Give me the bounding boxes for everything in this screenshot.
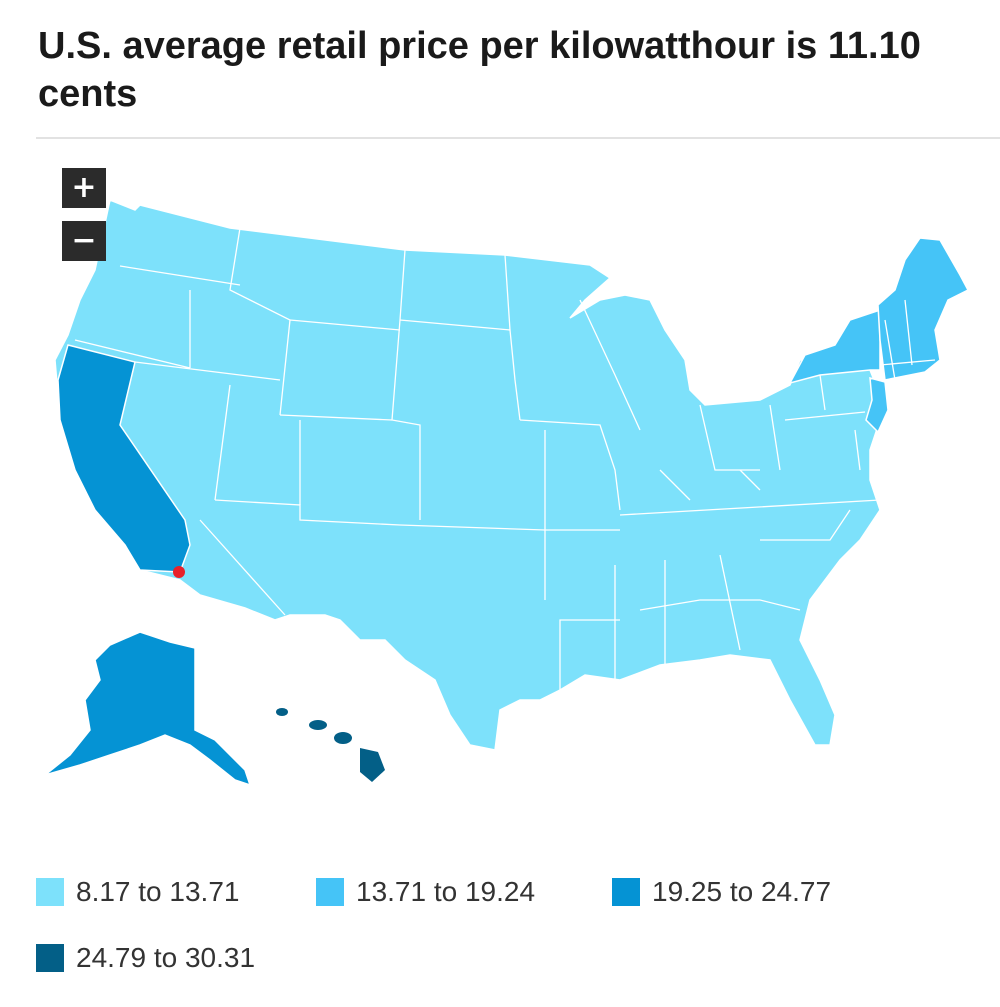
legend-item-bin3: 19.25 to 24.77 bbox=[612, 876, 831, 908]
region-contiguous-us[interactable] bbox=[54, 198, 881, 751]
zoom-in-button[interactable]: + bbox=[62, 168, 106, 208]
legend-item-bin4: 24.79 to 30.31 bbox=[36, 942, 255, 974]
region-new-jersey[interactable] bbox=[865, 376, 889, 434]
legend-swatch bbox=[36, 944, 64, 972]
legend-label: 19.25 to 24.77 bbox=[652, 876, 832, 907]
legend-label: 24.79 to 30.31 bbox=[76, 942, 256, 973]
legend-swatch bbox=[316, 878, 344, 906]
location-dot-icon[interactable] bbox=[173, 566, 185, 578]
legend-label: 13.71 to 19.24 bbox=[356, 876, 536, 907]
state-borders bbox=[74, 227, 936, 690]
page-title: U.S. average retail price per kilowattho… bbox=[38, 25, 921, 115]
region-new-england[interactable] bbox=[877, 237, 970, 381]
legend-label: 8.17 to 13.71 bbox=[76, 876, 240, 907]
map-svg[interactable] bbox=[0, 150, 1000, 810]
legend-swatch bbox=[612, 878, 640, 906]
legend-item-bin1: 8.17 to 13.71 bbox=[36, 876, 239, 908]
region-hawaii[interactable] bbox=[276, 708, 385, 782]
legend-item-bin2: 13.71 to 19.24 bbox=[316, 876, 535, 908]
zoom-out-button[interactable]: − bbox=[62, 221, 106, 261]
legend-swatch bbox=[36, 878, 64, 906]
region-alaska[interactable] bbox=[44, 631, 252, 787]
region-california[interactable] bbox=[57, 344, 191, 573]
map-legend: 8.17 to 13.71 13.71 to 19.24 19.25 to 24… bbox=[36, 860, 986, 990]
title-divider bbox=[36, 137, 1000, 139]
us-choropleth-map[interactable] bbox=[0, 150, 1000, 810]
